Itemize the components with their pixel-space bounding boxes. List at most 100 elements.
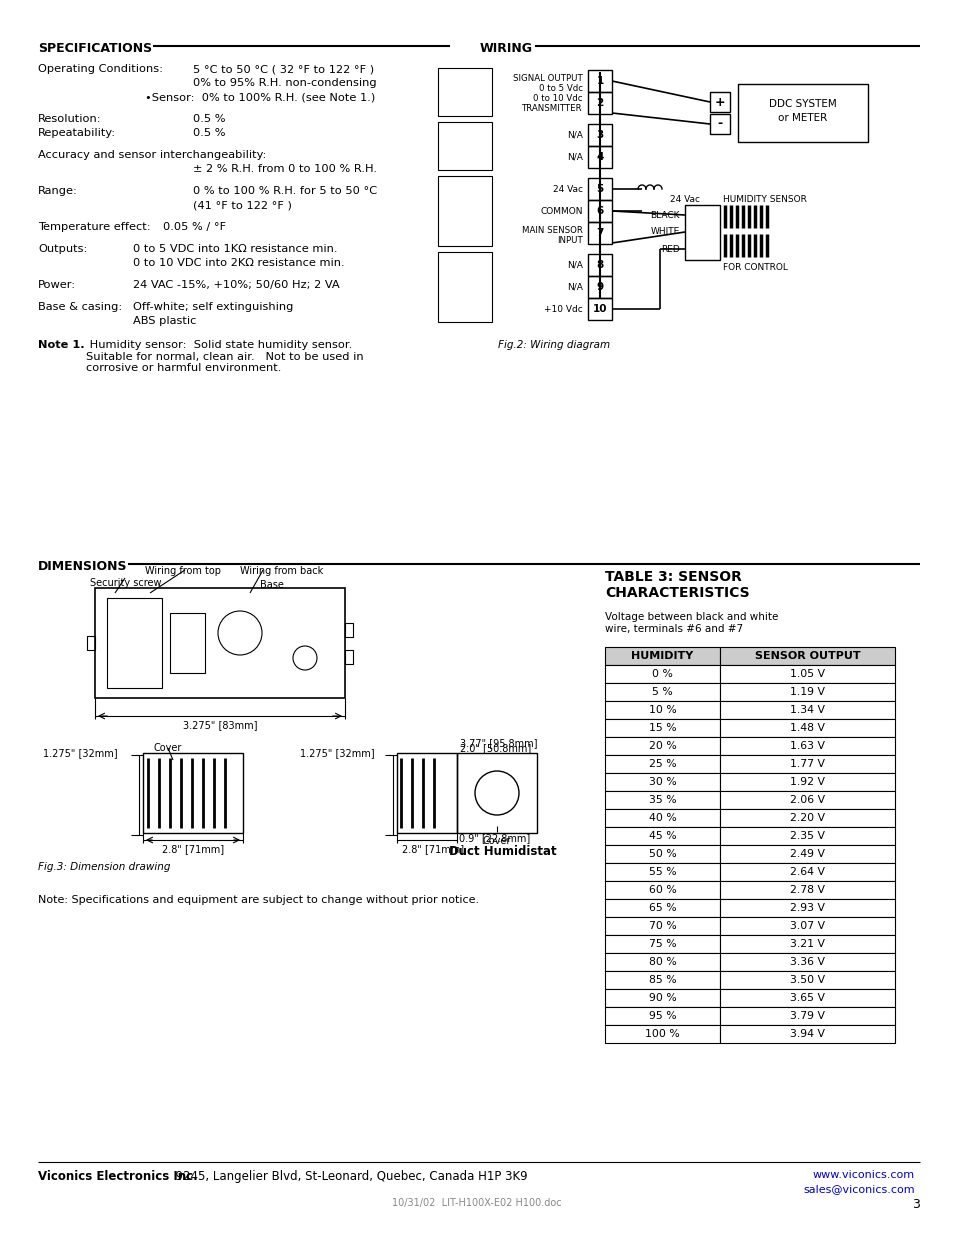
Text: DDC SYSTEM: DDC SYSTEM bbox=[768, 99, 836, 109]
Text: SENSOR OUTPUT: SENSOR OUTPUT bbox=[754, 651, 860, 661]
Bar bbox=[720, 719, 894, 737]
Text: +10 Vdc: +10 Vdc bbox=[543, 305, 582, 314]
Text: TABLE 3: SENSOR
CHARACTERISTICS: TABLE 3: SENSOR CHARACTERISTICS bbox=[604, 571, 749, 600]
Bar bbox=[720, 845, 894, 863]
Text: Cover: Cover bbox=[482, 836, 511, 846]
Text: 2.35 V: 2.35 V bbox=[789, 831, 824, 841]
Text: 1.77 V: 1.77 V bbox=[789, 760, 824, 769]
Text: 0 to 10 VDC into 2KΩ resistance min.: 0 to 10 VDC into 2KΩ resistance min. bbox=[132, 258, 344, 268]
Text: 10/31/02  LIT-H100X-E02 H100.doc: 10/31/02 LIT-H100X-E02 H100.doc bbox=[392, 1198, 561, 1208]
Bar bbox=[587, 254, 612, 275]
Text: 3.50 V: 3.50 V bbox=[789, 974, 824, 986]
Bar bbox=[604, 989, 720, 1007]
Bar bbox=[587, 124, 612, 146]
Text: Resolution:: Resolution: bbox=[38, 114, 102, 124]
Text: Accuracy and sensor interchangeability:: Accuracy and sensor interchangeability: bbox=[38, 149, 266, 161]
Text: HUMIDITY: HUMIDITY bbox=[631, 651, 693, 661]
Text: FOR CONTROL: FOR CONTROL bbox=[722, 263, 787, 272]
Text: Outputs:: Outputs: bbox=[38, 245, 88, 254]
Bar bbox=[720, 664, 894, 683]
Bar bbox=[143, 753, 243, 832]
Text: 0 %: 0 % bbox=[652, 669, 672, 679]
Text: Range:: Range: bbox=[38, 186, 78, 196]
Text: Cover: Cover bbox=[153, 743, 182, 753]
Text: 3.94 V: 3.94 V bbox=[789, 1029, 824, 1039]
Text: 2.64 V: 2.64 V bbox=[789, 867, 824, 877]
Text: Fig.3: Dimension drawing: Fig.3: Dimension drawing bbox=[38, 862, 171, 872]
Bar bbox=[720, 773, 894, 790]
Bar bbox=[720, 1025, 894, 1044]
Bar bbox=[604, 953, 720, 971]
Text: 1: 1 bbox=[596, 77, 603, 86]
Text: www.viconics.com: www.viconics.com bbox=[812, 1170, 914, 1179]
Bar bbox=[720, 790, 894, 809]
Bar bbox=[587, 91, 612, 114]
Bar bbox=[587, 222, 612, 245]
Text: ± 2 % R.H. from 0 to 100 % R.H.: ± 2 % R.H. from 0 to 100 % R.H. bbox=[193, 164, 376, 174]
Text: 1.275" [32mm]: 1.275" [32mm] bbox=[43, 748, 117, 758]
Text: 15 %: 15 % bbox=[648, 722, 676, 734]
Bar bbox=[709, 91, 729, 112]
Text: 2.8" [71mm]: 2.8" [71mm] bbox=[162, 844, 224, 853]
Text: 100 %: 100 % bbox=[644, 1029, 679, 1039]
Bar bbox=[604, 701, 720, 719]
Bar bbox=[738, 84, 867, 142]
Text: 2.78 V: 2.78 V bbox=[789, 885, 824, 895]
Text: N/A: N/A bbox=[566, 152, 582, 162]
Text: Power:: Power: bbox=[38, 280, 76, 290]
Text: 9: 9 bbox=[596, 282, 603, 291]
Bar bbox=[604, 899, 720, 918]
Text: 70 %: 70 % bbox=[648, 921, 676, 931]
Text: 0 % to 100 % R.H. for 5 to 50 °C: 0 % to 100 % R.H. for 5 to 50 °C bbox=[193, 186, 376, 196]
Text: 8: 8 bbox=[596, 261, 603, 270]
Text: 60 %: 60 % bbox=[648, 885, 676, 895]
Text: 3.77" [95.8mm]: 3.77" [95.8mm] bbox=[459, 739, 537, 748]
Text: 10: 10 bbox=[592, 304, 607, 314]
Bar bbox=[604, 971, 720, 989]
Text: WIRING: WIRING bbox=[479, 42, 533, 56]
Text: Repeatability:: Repeatability: bbox=[38, 128, 116, 138]
Text: 6: 6 bbox=[596, 206, 603, 216]
Text: 2.0" [50.8mm]: 2.0" [50.8mm] bbox=[459, 743, 531, 753]
Bar bbox=[456, 753, 537, 832]
Text: Off-white; self extinguishing: Off-white; self extinguishing bbox=[132, 303, 294, 312]
Text: •Sensor:  0% to 100% R.H. (see Note 1.): •Sensor: 0% to 100% R.H. (see Note 1.) bbox=[145, 91, 375, 103]
Text: 9245, Langelier Blvd, St-Leonard, Quebec, Canada H1P 3K9: 9245, Langelier Blvd, St-Leonard, Quebec… bbox=[168, 1170, 527, 1183]
Bar bbox=[604, 647, 720, 664]
Text: WHITE: WHITE bbox=[650, 227, 679, 236]
Bar bbox=[604, 737, 720, 755]
Bar bbox=[587, 200, 612, 222]
Text: sales@viconics.com: sales@viconics.com bbox=[802, 1184, 914, 1194]
Text: 1.48 V: 1.48 V bbox=[789, 722, 824, 734]
Bar bbox=[604, 827, 720, 845]
Bar bbox=[720, 899, 894, 918]
Text: 0 to 10 Vdc: 0 to 10 Vdc bbox=[533, 94, 582, 103]
Text: 80 %: 80 % bbox=[648, 957, 676, 967]
Bar bbox=[720, 881, 894, 899]
Text: 3.21 V: 3.21 V bbox=[789, 939, 824, 948]
Bar bbox=[587, 70, 612, 91]
Text: N/A: N/A bbox=[566, 131, 582, 140]
Bar bbox=[604, 845, 720, 863]
Text: Note 1.: Note 1. bbox=[38, 340, 85, 350]
Text: 2.20 V: 2.20 V bbox=[789, 813, 824, 823]
Text: 3: 3 bbox=[596, 130, 603, 140]
Text: 25 %: 25 % bbox=[648, 760, 676, 769]
Bar bbox=[684, 205, 720, 261]
Text: Fig.2: Wiring diagram: Fig.2: Wiring diagram bbox=[497, 340, 610, 350]
Text: 90 %: 90 % bbox=[648, 993, 676, 1003]
Text: RED: RED bbox=[660, 245, 679, 253]
Bar bbox=[587, 298, 612, 320]
Text: 75 %: 75 % bbox=[648, 939, 676, 948]
Bar bbox=[587, 146, 612, 168]
Text: 0.9" [22.8mm]: 0.9" [22.8mm] bbox=[458, 832, 530, 844]
Bar bbox=[720, 737, 894, 755]
Text: Base: Base bbox=[260, 580, 284, 590]
Bar bbox=[396, 753, 456, 832]
Text: 0.5 %: 0.5 % bbox=[193, 128, 225, 138]
Bar bbox=[437, 252, 492, 322]
Text: 1.19 V: 1.19 V bbox=[789, 687, 824, 697]
Text: N/A: N/A bbox=[566, 283, 582, 291]
Text: DIMENSIONS: DIMENSIONS bbox=[38, 559, 128, 573]
Text: 40 %: 40 % bbox=[648, 813, 676, 823]
